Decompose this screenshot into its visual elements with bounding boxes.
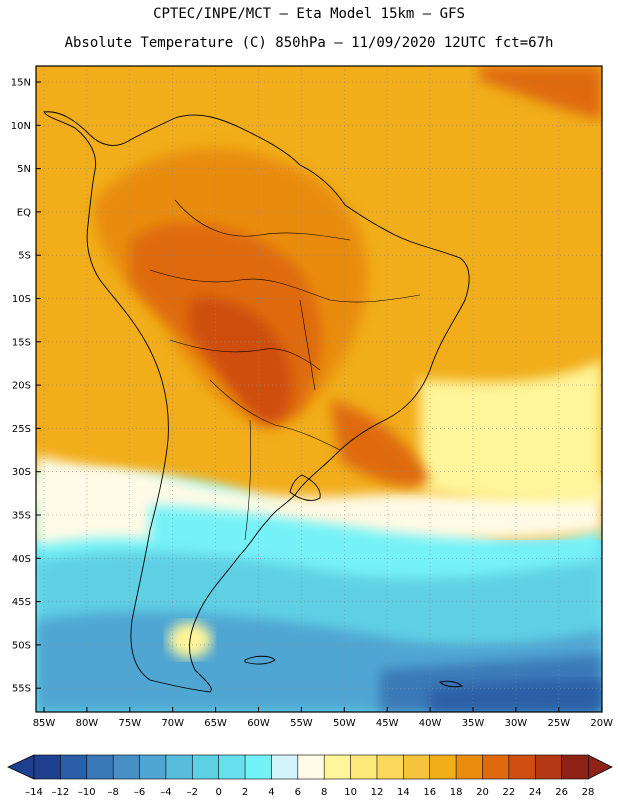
lat-label: 10N (11, 121, 31, 132)
lat-label: 40S (12, 554, 31, 565)
colorbar-swatch (323, 754, 352, 780)
colorbar-label: –6 (134, 787, 145, 798)
colorbar-swatch (508, 754, 537, 780)
lon-label: 75W (118, 718, 141, 729)
lat-label: 15S (12, 337, 31, 348)
colorbar-swatch (403, 754, 431, 780)
colorbar-label: –8 (107, 787, 118, 798)
colorbar-label: 8 (321, 787, 327, 798)
lat-label: 5N (17, 164, 31, 175)
lat-label: 5S (18, 251, 31, 262)
colorbar-swatch (271, 754, 299, 780)
colorbar-label: 16 (423, 787, 436, 798)
lat-label: EQ (17, 207, 31, 218)
lat-label: 30S (12, 467, 31, 478)
colorbar-label: 14 (397, 787, 410, 798)
colorbar-swatch (86, 754, 114, 780)
colorbar-min-arrow (7, 754, 35, 780)
lat-label: 55S (12, 684, 31, 695)
lon-label: 50W (333, 718, 356, 729)
colorbar-label: –10 (78, 787, 96, 798)
colorbar-swatch (139, 754, 167, 780)
colorbar-swatch (297, 754, 325, 780)
colorbar-swatch (376, 754, 405, 780)
lon-label: 80W (76, 718, 99, 729)
colorbar-label: 28 (582, 787, 595, 798)
latitude-labels: 15N 10N 5N EQ 5S 10S 15S 20S 25S 30S 35S 40S 45S 50S 5… (11, 78, 41, 695)
longitude-labels: 85W 80W 75W 70W 65W 60W 55W 50W 45W 40W 35W 30W 25W 2… (33, 707, 613, 729)
colorbar-swatch (165, 754, 194, 780)
lon-label: 85W (33, 718, 56, 729)
colorbar-label: –12 (52, 787, 70, 798)
colorbar-label: –2 (187, 787, 198, 798)
colorbar-max-arrow (587, 754, 613, 780)
lat-label: 20S (12, 381, 31, 392)
lon-label: 60W (247, 718, 270, 729)
lon-label: 35W (462, 718, 485, 729)
colorbar-label: 12 (371, 787, 384, 798)
colorbar-label: 4 (268, 787, 274, 798)
colorbar-label: –4 (160, 787, 171, 798)
temperature-field (36, 66, 602, 712)
colorbar-label: 26 (555, 787, 568, 798)
colorbar-swatch (60, 754, 88, 780)
lon-label: 25W (547, 718, 570, 729)
colorbar-label: 22 (502, 787, 515, 798)
title-line-1: CPTEC/INPE/MCT – Eta Model 15km – GFS (153, 6, 465, 22)
lon-label: 20W (590, 718, 613, 729)
colorbar-swatch (191, 754, 220, 780)
lat-label: 45S (12, 597, 31, 608)
lon-label: 40W (419, 718, 442, 729)
lon-label: 65W (204, 718, 227, 729)
coastlines (43, 111, 470, 693)
colorbar-swatch (482, 754, 510, 780)
title-line-2: Absolute Temperature (C) 850hPa – 11/09/… (64, 35, 554, 51)
colorbar-swatch (429, 754, 457, 780)
lat-label: 50S (12, 640, 31, 651)
colorbar-swatch (244, 754, 273, 780)
colorbar-label: 18 (450, 787, 463, 798)
colorbar-swatch (218, 754, 246, 780)
map-frame (35, 65, 603, 713)
colorbar-label: 10 (344, 787, 357, 798)
colorbar-label: 0 (215, 787, 221, 798)
colorbar-label: 24 (529, 787, 542, 798)
colorbar-swatch (33, 754, 62, 780)
lon-label: 45W (376, 718, 399, 729)
colorbar-swatch (534, 754, 563, 780)
colorbar-label: 6 (295, 787, 301, 798)
lat-label: 10S (12, 294, 31, 305)
lon-label: 55W (290, 718, 313, 729)
colorbar: –14 –12 –10 –8 –6 –4 –2 0 2 4 6 8 10 12 14 16 18 20 22 24 26… (7, 754, 613, 798)
colorbar-swatch (455, 754, 484, 780)
lat-label: 35S (12, 511, 31, 522)
colorbar-label: 20 (476, 787, 489, 798)
colorbar-label: 2 (242, 787, 248, 798)
lat-label: 15N (11, 78, 31, 89)
lon-label: 70W (161, 718, 184, 729)
lon-label: 30W (505, 718, 528, 729)
colorbar-swatch (561, 754, 589, 780)
colorbar-swatch (350, 754, 378, 780)
lat-label: 25S (12, 424, 31, 435)
country-borders (149, 199, 421, 541)
colorbar-swatch (112, 754, 141, 780)
colorbar-label: –14 (25, 787, 43, 798)
